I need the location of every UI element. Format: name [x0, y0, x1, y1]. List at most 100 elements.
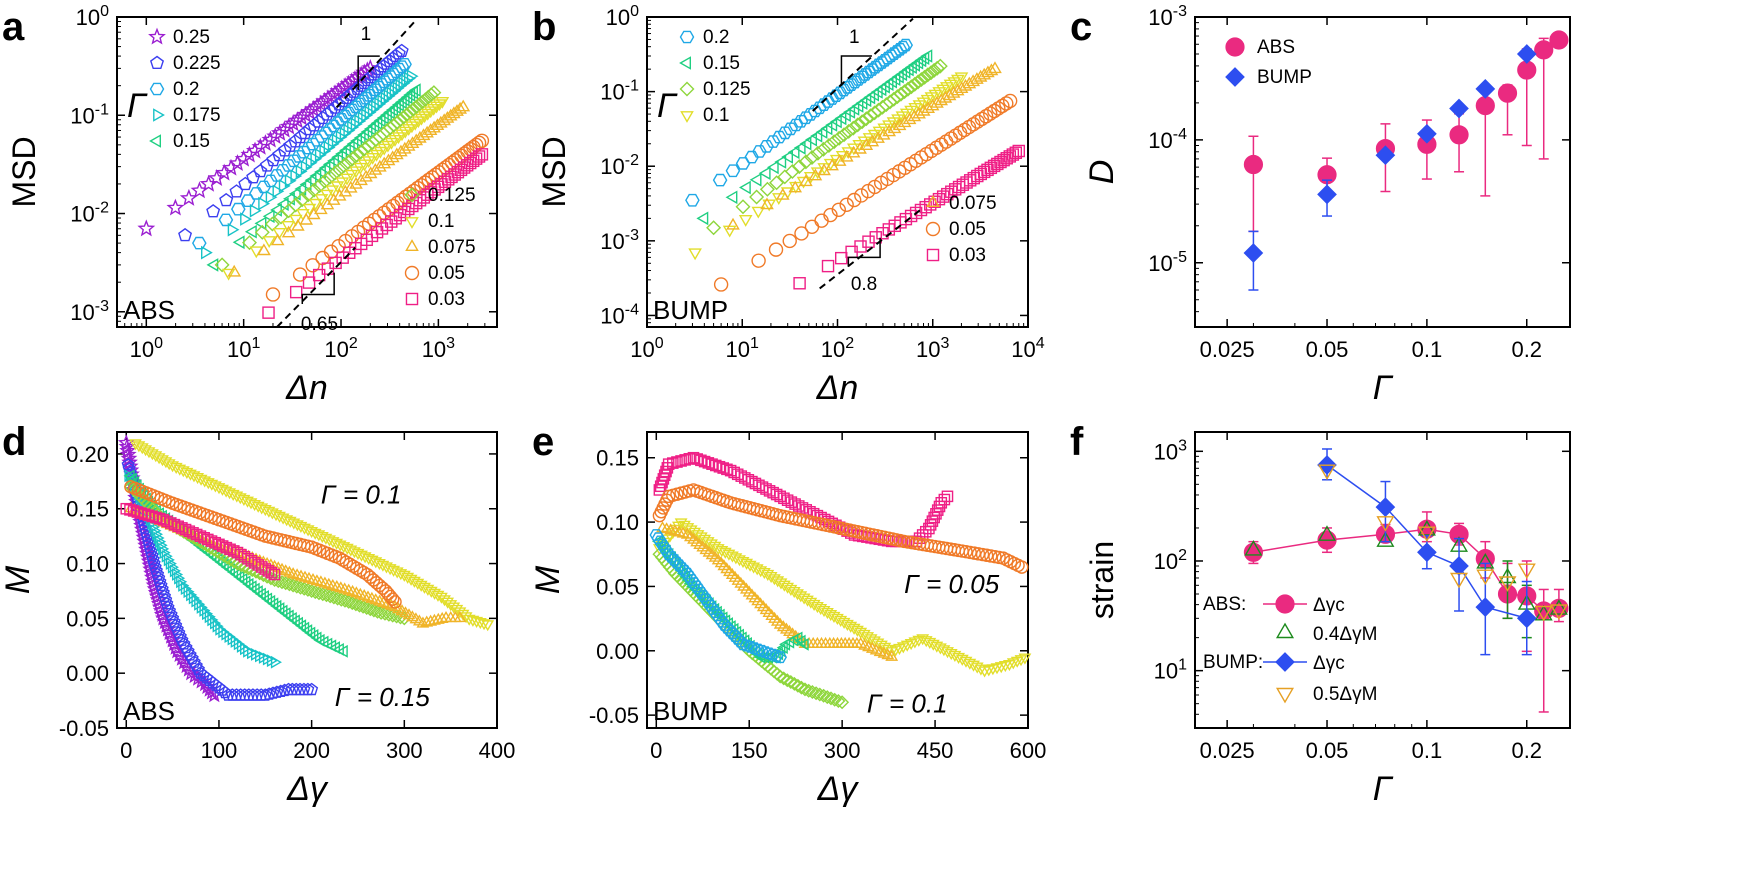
data-point [312, 268, 326, 282]
x-tick-label: 600 [1010, 738, 1047, 763]
data-point [758, 166, 771, 181]
data-point [859, 138, 874, 151]
data-point [330, 181, 345, 194]
data-point [131, 506, 144, 518]
data-point [1449, 572, 1469, 589]
data-point [988, 61, 1002, 74]
data-point [370, 116, 383, 131]
data-point [752, 145, 767, 158]
y-axis-label: M [0, 565, 37, 594]
data-point [804, 150, 820, 165]
data-point [706, 220, 722, 236]
data-point [361, 108, 373, 123]
data-point [360, 72, 375, 87]
data-point [1376, 516, 1395, 532]
data-point [257, 243, 271, 256]
data-point [349, 176, 363, 189]
data-point [453, 101, 468, 114]
data-point [730, 632, 745, 645]
data-point [343, 180, 358, 193]
data-point [725, 164, 741, 178]
data-point [821, 138, 837, 153]
legend-marker [680, 111, 694, 123]
data-point [854, 240, 867, 253]
data-point [336, 553, 350, 567]
data-point [186, 588, 198, 602]
data-point [187, 527, 199, 539]
legend-label: 0.075 [949, 193, 997, 214]
inner-label: BUMP [653, 696, 728, 726]
data-point [302, 203, 317, 216]
data-point [785, 496, 798, 508]
legend-label: 0.1 [428, 211, 454, 232]
data-point [687, 451, 700, 464]
data-point [803, 171, 818, 184]
x-tick-label: 0 [650, 738, 662, 763]
data-point [938, 493, 951, 506]
series-0.25 [137, 58, 380, 237]
data-point [381, 202, 396, 217]
data-point [1516, 44, 1537, 64]
data-point [420, 108, 435, 121]
data-point [230, 202, 246, 216]
x-tick-label: 300 [386, 738, 423, 763]
data-point [206, 204, 221, 218]
data-point [1375, 497, 1396, 517]
data-point [124, 504, 136, 516]
x-tick-label: 102 [324, 335, 357, 362]
data-point [470, 616, 484, 628]
data-point [862, 235, 875, 248]
data-point [923, 522, 935, 535]
data-point [359, 169, 373, 182]
data-point [429, 101, 444, 114]
data-point [1476, 569, 1495, 586]
legend: 0.2 0.15 0.125 0.1 0.075 0.05 0.03 [679, 27, 997, 266]
series-Δγc-ABS [1243, 511, 1569, 713]
data-point [999, 96, 1014, 111]
panel-letter: c [1070, 5, 1092, 49]
legend-marker [679, 56, 691, 70]
data-point [417, 111, 432, 124]
x-tick-label: 103 [916, 335, 949, 362]
data-point [867, 129, 882, 142]
data-point [270, 685, 284, 698]
slope-triangle [840, 55, 872, 86]
data-point [923, 65, 939, 81]
data-point [796, 176, 811, 189]
x-axis-label: Γ [1373, 770, 1394, 808]
data-point [963, 545, 977, 560]
data-point [157, 589, 172, 602]
data-point [227, 222, 240, 237]
data-point [240, 145, 259, 163]
legend-label: 0.2 [173, 79, 199, 100]
data-point [373, 113, 386, 128]
legend-marker [149, 134, 162, 148]
data-point [190, 528, 203, 541]
data-point [934, 137, 949, 152]
panel-letter: d [2, 420, 26, 464]
data-point [826, 134, 842, 150]
data-point [183, 585, 195, 599]
series-0.03 [793, 144, 1025, 290]
legend-marker [149, 82, 165, 96]
y-tick-label: -0.05 [589, 703, 639, 728]
data-point [1244, 540, 1263, 556]
data-point [787, 145, 800, 160]
data-point [386, 592, 400, 606]
data-point [1018, 653, 1032, 665]
y-tick-label: 0.05 [596, 574, 639, 599]
data-point [376, 110, 389, 125]
data-point [762, 199, 777, 212]
data-point [389, 147, 404, 160]
inner-label: ABS [123, 696, 175, 726]
data-point [262, 687, 276, 700]
x-tick-label: 300 [824, 738, 861, 763]
slope-line-2 [276, 246, 356, 328]
data-point [828, 89, 844, 103]
x-tick-label: 0.05 [1306, 738, 1349, 763]
data-point [426, 85, 442, 101]
data-point [354, 173, 368, 186]
y-tick-label: 100 [606, 3, 639, 30]
data-point [137, 219, 156, 237]
series-Δγc-BUMP [1317, 448, 1537, 656]
